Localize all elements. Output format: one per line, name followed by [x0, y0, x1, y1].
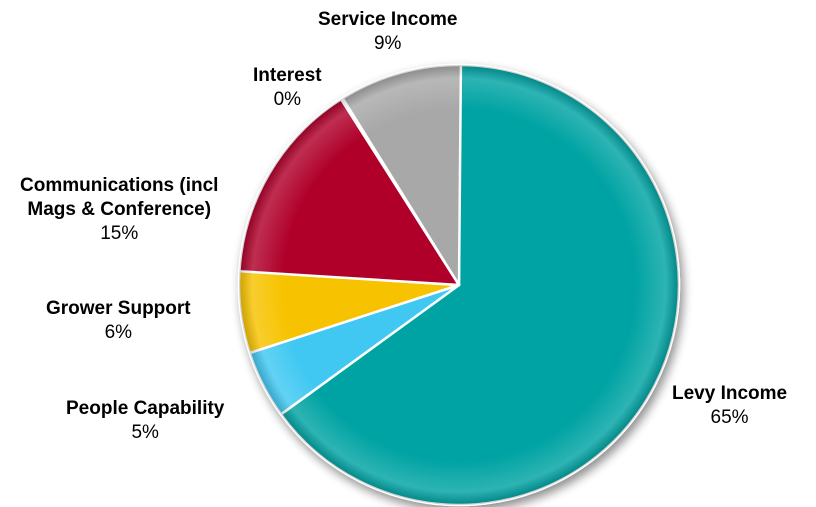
- slice-name: People Capability: [66, 398, 225, 419]
- slice-percent: 5%: [131, 422, 159, 443]
- slice-name: Levy Income: [672, 383, 788, 404]
- slice-label-interest: Interest 0%: [253, 64, 322, 112]
- slice-name-line-1: Communications (incl: [20, 175, 219, 196]
- slice-label-grower-support: Grower Support 6%: [46, 297, 191, 345]
- slice-name: Grower Support: [46, 298, 191, 319]
- slice-label-people-capability: People Capability 5%: [66, 397, 224, 445]
- slice-name: Interest: [253, 65, 322, 86]
- slice-percent: 6%: [104, 322, 133, 343]
- slice-name-line-2: Mags & Conference): [27, 199, 212, 220]
- slice-label-service-income: Service Income 9%: [318, 8, 457, 56]
- slice-percent: 9%: [373, 33, 402, 54]
- slice-percent: 0%: [273, 89, 302, 110]
- slice-percent: 15%: [100, 223, 139, 244]
- slice-label-communications: Communications (incl Mags & Conference) …: [20, 174, 218, 246]
- slice-label-levy-income: Levy Income 65%: [672, 382, 787, 430]
- slice-percent: 65%: [710, 407, 749, 428]
- pie-slices: [237, 63, 681, 507]
- slice-name: Service Income: [318, 9, 458, 30]
